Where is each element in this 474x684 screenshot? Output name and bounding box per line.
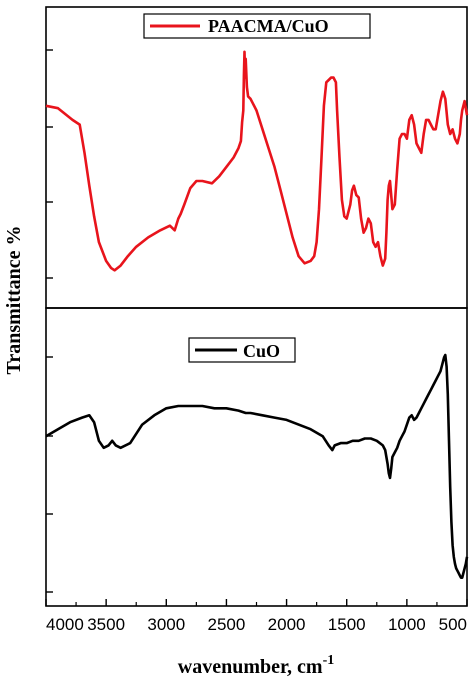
top-panel-series [45,50,469,272]
x-axis-ticks: 4000 3500 3000 2500 2000 1500 1000 500 [45,599,468,634]
top-panel-frame [45,6,468,309]
bottom-panel-series [45,353,469,579]
x-tick-label: 2500 [208,615,246,634]
x-tick-label: 4000 [46,615,84,634]
x-tick-label: 2000 [268,615,306,634]
x-axis-title: wavenumber, cm-1 [178,653,334,678]
bottom-panel: CuO [45,307,469,607]
x-tick-label: 3500 [87,615,125,634]
bottom-legend-box [188,337,296,363]
top-legend-label: PAACMA/CuO [208,16,329,36]
x-tick-label: 1500 [328,615,366,634]
bottom-legend: CuO [188,337,296,363]
top-series-line-0 [45,50,469,272]
x-tick-label: 500 [439,615,467,634]
top-legend: PAACMA/CuO [143,13,371,39]
bottom-series-line-0 [45,353,469,579]
x-axis-title-superscript: -1 [323,653,335,668]
y-axis-title: Transmittance % [3,225,25,374]
x-tick-label: 3000 [147,615,185,634]
y-axis-ticks [46,49,53,593]
top-panel: PAACMA/CuO [45,6,469,309]
x-axis-title-base: wavenumber, cm [178,656,323,678]
bottom-legend-label: CuO [243,341,280,361]
x-tick-label: 1000 [388,615,426,634]
